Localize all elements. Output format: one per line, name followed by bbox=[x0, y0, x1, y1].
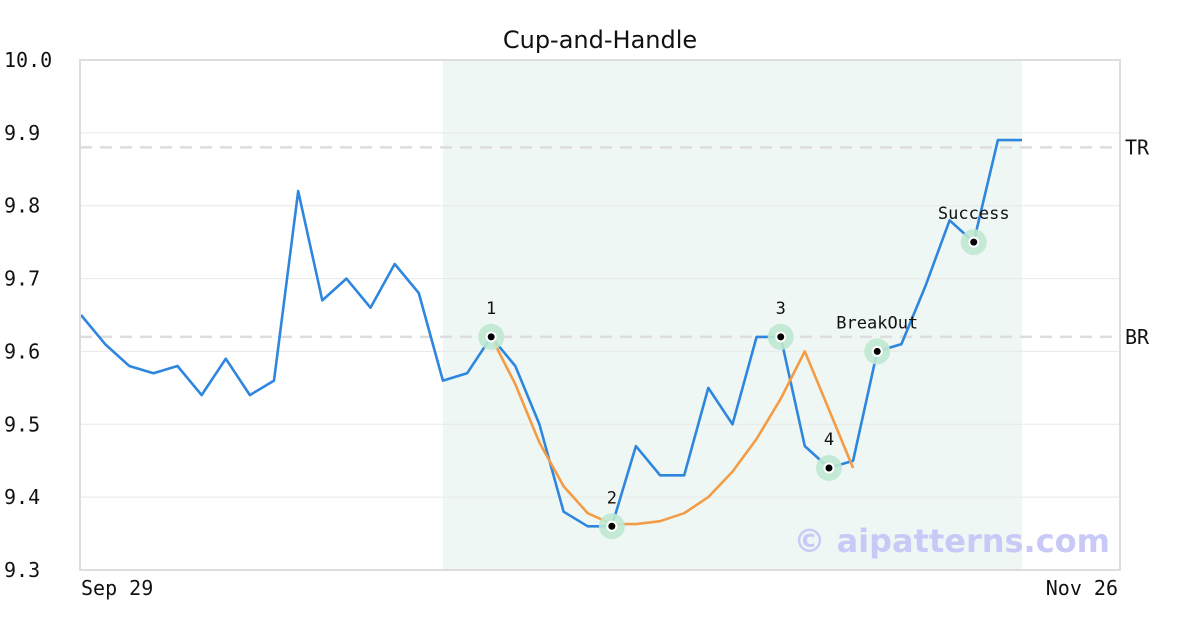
y-tick-label: 9.3 bbox=[4, 558, 40, 582]
x-tick-label: Sep 29 bbox=[81, 576, 153, 600]
point-marker bbox=[873, 347, 881, 355]
y-tick-label: 9.6 bbox=[4, 339, 40, 363]
y-tick-label: 9.8 bbox=[4, 194, 40, 218]
y-tick-label: 9.5 bbox=[4, 412, 40, 436]
cup-fit-line bbox=[490, 336, 855, 526]
point-marker bbox=[608, 522, 616, 530]
series-lines bbox=[79, 138, 1022, 528]
level-label: TR bbox=[1125, 135, 1150, 159]
y-tick-label: 9.7 bbox=[4, 267, 40, 291]
level-lines: TR BR bbox=[80, 135, 1150, 349]
x-axis-ticks: Sep 29 Nov 26 bbox=[81, 576, 1118, 600]
chart-title: Cup-and-Handle bbox=[503, 26, 697, 54]
point-label: 4 bbox=[824, 430, 834, 450]
price-line bbox=[79, 138, 1022, 528]
point-marker bbox=[825, 464, 833, 472]
point-label: 2 bbox=[607, 488, 617, 508]
point-label: 1 bbox=[486, 299, 496, 319]
point-marker bbox=[487, 333, 495, 341]
level-label: BR bbox=[1125, 325, 1150, 349]
pattern-points: 1 2 3 4 BreakOut Success bbox=[478, 204, 1010, 540]
grid-lines bbox=[80, 132, 1120, 498]
x-tick-label: Nov 26 bbox=[1046, 576, 1118, 600]
pattern-region bbox=[442, 60, 1022, 570]
y-axis-ticks: 9.3 9.4 9.5 9.6 9.7 9.8 9.9 10.0 bbox=[4, 48, 52, 582]
point-label: 3 bbox=[776, 299, 786, 319]
point-label: BreakOut bbox=[836, 313, 918, 333]
point-marker bbox=[777, 333, 785, 341]
y-tick-label: 9.4 bbox=[4, 485, 40, 509]
point-label: Success bbox=[938, 204, 1010, 224]
watermark: © aipatterns.com bbox=[793, 522, 1110, 560]
y-tick-label: 9.9 bbox=[4, 121, 40, 145]
point-marker bbox=[970, 238, 978, 246]
plot-frame bbox=[79, 59, 1121, 571]
y-tick-label: 10.0 bbox=[4, 48, 52, 72]
